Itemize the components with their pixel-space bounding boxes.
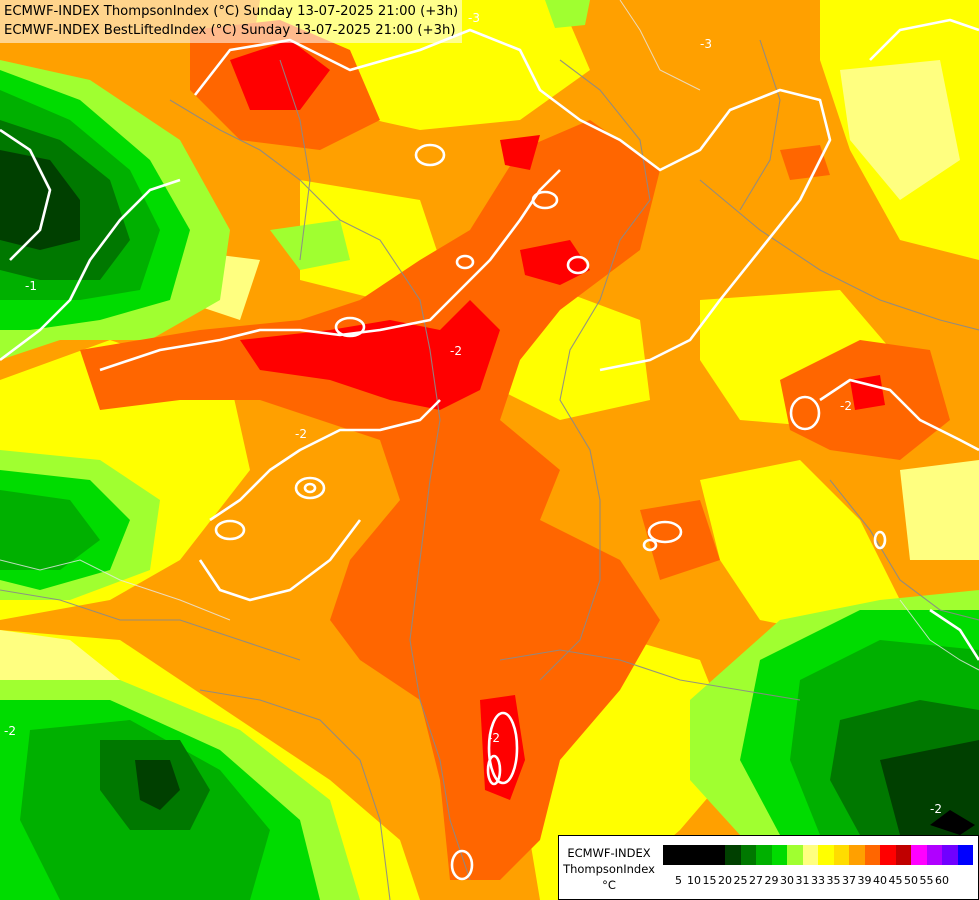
contour-label: -2 bbox=[930, 802, 942, 816]
contour-label: -1 bbox=[25, 279, 37, 293]
legend-unit: °C bbox=[602, 878, 616, 892]
title-line-lifted: ECMWF-INDEX BestLiftedIndex (°C) Sunday … bbox=[4, 23, 456, 38]
legend-tick-label: 15 bbox=[702, 874, 717, 887]
contour-label: -2 bbox=[4, 724, 16, 738]
title-line-thompson: ECMWF-INDEX ThompsonIndex (°C) Sunday 13… bbox=[4, 4, 459, 19]
contour-label: -3 bbox=[700, 37, 712, 51]
country-borders bbox=[0, 39, 979, 900]
legend-tick-label: 39 bbox=[857, 874, 872, 887]
lifted-index-contours bbox=[0, 18, 979, 661]
legend-swatch bbox=[833, 845, 849, 865]
contour-label: -2 bbox=[840, 399, 852, 413]
color-legend: ECMWF-INDEX ThompsonIndex °C 5 10 15 20 25 27… bbox=[558, 835, 979, 900]
legend-swatch bbox=[957, 845, 973, 865]
contour-labels: -3 -3 -1 -2 -2 -2 -2 -2 -2 bbox=[4, 11, 942, 816]
legend-swatch bbox=[926, 845, 942, 865]
legend-variable: ThompsonIndex bbox=[563, 862, 655, 876]
contour-label: -3 bbox=[468, 11, 480, 25]
legend-tick-label: 30 bbox=[780, 874, 794, 887]
legend-colorbar bbox=[663, 845, 973, 865]
legend-swatch bbox=[911, 845, 927, 865]
legend-swatch bbox=[942, 845, 958, 865]
legend-tick-label: 29 bbox=[764, 874, 779, 887]
legend-tick-label: 25 bbox=[733, 874, 748, 887]
legend-tick-label: 5 bbox=[675, 874, 682, 887]
black-region bbox=[930, 810, 975, 835]
legend-tick-label: 10 bbox=[687, 874, 701, 887]
legend-tick-label: 45 bbox=[888, 874, 903, 887]
legend-swatch bbox=[771, 845, 787, 865]
legend-tick-label: 35 bbox=[826, 874, 841, 887]
legend-tick-label: 55 bbox=[919, 874, 934, 887]
legend-tick-label: 50 bbox=[904, 874, 918, 887]
legend-swatch bbox=[864, 845, 880, 865]
legend-swatch bbox=[880, 845, 896, 865]
legend-swatch bbox=[663, 845, 679, 865]
legend-swatch bbox=[895, 845, 911, 865]
legend-swatch bbox=[725, 845, 741, 865]
legend-tick-label: 31 bbox=[795, 874, 810, 887]
legend-tick-label: 27 bbox=[749, 874, 763, 887]
legend-swatch bbox=[818, 845, 834, 865]
legend-swatch bbox=[678, 845, 694, 865]
map-title: ECMWF-INDEX ThompsonIndex (°C) Sunday 13… bbox=[0, 0, 463, 43]
legend-tick-label: 20 bbox=[718, 874, 732, 887]
legend-swatch bbox=[709, 845, 725, 865]
legend-swatch bbox=[802, 845, 818, 865]
legend-tick-label: 60 bbox=[935, 874, 949, 887]
coastlines bbox=[0, 0, 979, 671]
contour-blobs bbox=[214, 143, 887, 881]
legend-swatch bbox=[756, 845, 772, 865]
legend-tick-label: 37 bbox=[842, 874, 856, 887]
legend-title: ECMWF-INDEX bbox=[567, 846, 651, 860]
legend-tick-label: 40 bbox=[873, 874, 887, 887]
legend-ticks: 5 10 15 20 25 27 29 30 31 33 35 37 39 40 45 50 55 60 bbox=[663, 874, 973, 888]
legend-tick-label: 33 bbox=[811, 874, 825, 887]
legend-swatch bbox=[849, 845, 865, 865]
legend-swatch bbox=[740, 845, 756, 865]
contour-label: -2 bbox=[450, 344, 462, 358]
legend-swatch bbox=[787, 845, 803, 865]
legend-swatch bbox=[694, 845, 710, 865]
contour-label: -2 bbox=[295, 427, 307, 441]
contour-label: -2 bbox=[488, 731, 500, 745]
